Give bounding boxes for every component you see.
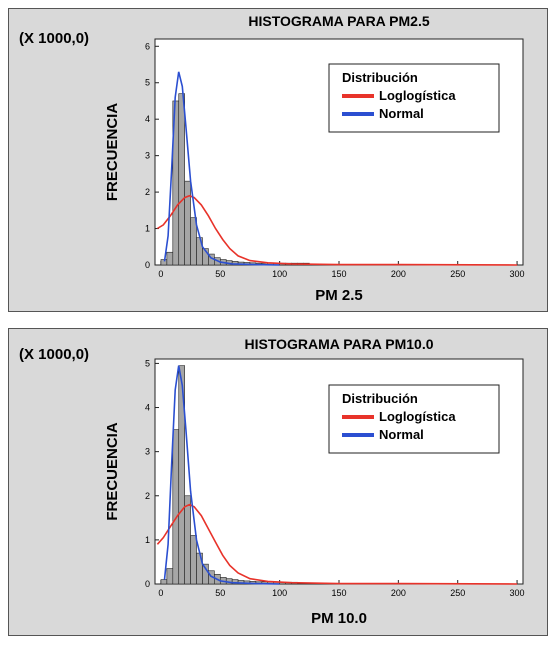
y-tick-label: 4 <box>145 403 150 413</box>
x-tick-label: 50 <box>215 269 225 279</box>
legend-label: Normal <box>379 427 424 442</box>
histogram-bar <box>166 251 174 266</box>
density-curve-normal <box>163 365 280 585</box>
legend-label: Normal <box>379 106 424 121</box>
y-tick-label: 6 <box>145 41 150 51</box>
x-tick-label: 100 <box>272 269 287 279</box>
histogram-bar <box>178 365 185 585</box>
y-tick-label: 4 <box>145 114 150 124</box>
x-tick-label: 200 <box>391 269 406 279</box>
histogram-bar <box>166 568 174 585</box>
y-tick-label: 3 <box>145 447 150 457</box>
y-tick-label: 3 <box>145 151 150 161</box>
histogram-bar <box>190 535 197 585</box>
x-tick-label: 0 <box>158 269 163 279</box>
histogram-chart-pm25: (X 1000,0) HISTOGRAMA PARA PM2.5 0 1 2 3 4 5 6 0 5… <box>19 13 525 304</box>
density-curve-normal <box>163 71 280 266</box>
histogram-panel-pm10: (X 1000,0) HISTOGRAMA PARA PM10.0 0 1 2 3 4 5 0 5… <box>8 328 548 636</box>
y-tick-label: 0 <box>145 260 150 270</box>
y-tick-label: 1 <box>145 224 150 234</box>
x-tick-label: 150 <box>331 588 346 598</box>
x-tick-label: 100 <box>272 588 287 598</box>
legend-label: Loglogística <box>379 88 456 103</box>
histogram-bar <box>184 180 191 266</box>
x-tick-label: 250 <box>450 269 465 279</box>
histogram-bar <box>172 429 180 585</box>
x-axis-label: PM 10.0 <box>311 610 367 627</box>
histogram-bar <box>160 579 168 585</box>
multiplier-label: (X 1000,0) <box>19 30 89 47</box>
y-tick-label: 5 <box>145 78 150 88</box>
y-tick-label: 2 <box>145 187 150 197</box>
histogram-bar <box>178 93 185 266</box>
x-tick-label: 0 <box>158 588 163 598</box>
y-axis-label: FRECUENCIA <box>104 422 121 521</box>
y-tick-label: 2 <box>145 491 150 501</box>
histogram-panel-pm25: (X 1000,0) HISTOGRAMA PARA PM2.5 0 1 2 3 4 5 6 0 5… <box>8 8 548 312</box>
density-curve-loglogistic <box>156 194 518 266</box>
legend-title: Distribución <box>342 70 418 85</box>
x-tick-label: 200 <box>391 588 406 598</box>
x-tick-label: 250 <box>450 588 465 598</box>
histogram-bar <box>190 217 197 266</box>
y-tick-label: 0 <box>145 579 150 589</box>
x-axis-label: PM 2.5 <box>315 287 363 304</box>
x-tick-label: 300 <box>510 588 525 598</box>
y-axis-label: FRECUENCIA <box>104 103 121 202</box>
density-curve-loglogistic <box>156 503 518 585</box>
x-tick-label: 300 <box>510 269 525 279</box>
y-tick-label: 5 <box>145 358 150 368</box>
legend-label: Loglogística <box>379 409 456 424</box>
legend-title: Distribución <box>342 391 418 406</box>
multiplier-label: (X 1000,0) <box>19 346 89 363</box>
y-tick-label: 1 <box>145 535 150 545</box>
chart-title: HISTOGRAMA PARA PM2.5 <box>248 13 429 29</box>
histogram-bar <box>184 495 191 585</box>
x-tick-label: 150 <box>331 269 346 279</box>
chart-title: HISTOGRAMA PARA PM10.0 <box>244 336 433 352</box>
x-tick-label: 50 <box>215 588 225 598</box>
